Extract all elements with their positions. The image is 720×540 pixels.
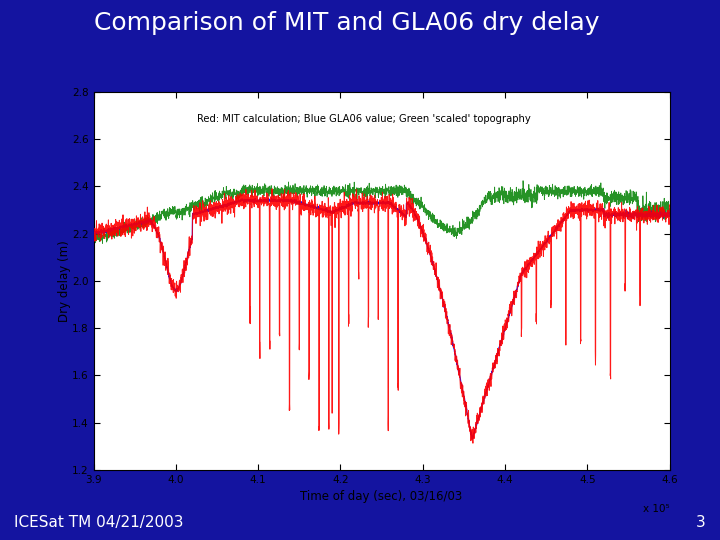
Text: x 10⁵: x 10⁵ [643,504,670,514]
Text: ICESat TM 04/21/2003: ICESat TM 04/21/2003 [14,515,184,530]
Text: Red: MIT calculation; Blue GLA06 value; Green 'scaled' topography: Red: MIT calculation; Blue GLA06 value; … [197,114,531,125]
X-axis label: Time of day (sec), 03/16/03: Time of day (sec), 03/16/03 [300,490,463,503]
Text: Comparison of MIT and GLA06 dry delay: Comparison of MIT and GLA06 dry delay [94,11,599,35]
Text: 3: 3 [696,515,706,530]
Y-axis label: Dry delay (m): Dry delay (m) [58,240,71,322]
